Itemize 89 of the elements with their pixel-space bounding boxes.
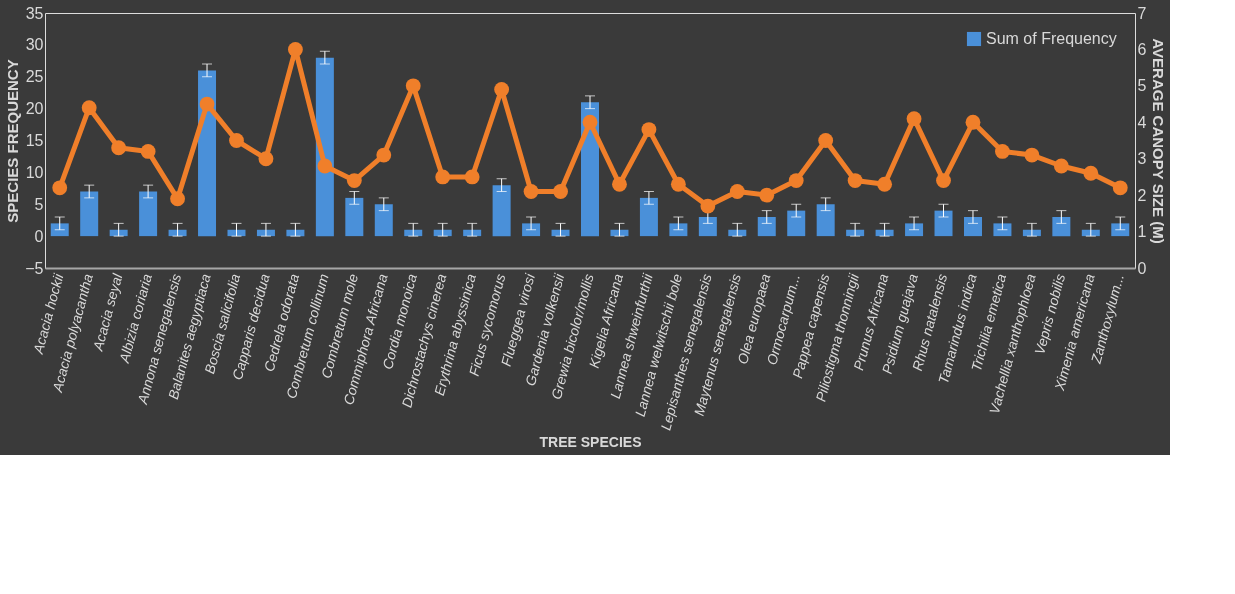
- point: [553, 184, 568, 199]
- point: [582, 114, 598, 130]
- bar: [610, 229, 629, 237]
- point: [877, 176, 893, 192]
- point: [346, 173, 362, 188]
- x-axis-title: TREE SPECIES: [539, 433, 642, 450]
- bar: [522, 223, 541, 237]
- point: [936, 173, 951, 188]
- point: [670, 176, 686, 192]
- bar: [757, 217, 776, 237]
- legend-label: Sum of Frequency: [986, 30, 1117, 47]
- bar: [993, 223, 1012, 237]
- point: [1053, 158, 1069, 174]
- point: [287, 42, 303, 57]
- y2-axis-title: AVERAGE CANOPY SIZE (M): [1150, 38, 1168, 244]
- bar: [875, 229, 894, 237]
- point: [199, 96, 215, 112]
- y-axis-title: SPECIES FREQUENCY: [4, 59, 22, 223]
- point: [1024, 147, 1040, 163]
- y-tick-label: 20: [25, 100, 44, 118]
- bar: [905, 223, 924, 237]
- y-tick-label: 30: [25, 36, 44, 54]
- point: [965, 114, 981, 130]
- point: [494, 82, 510, 97]
- point: [405, 78, 421, 94]
- bar: [168, 229, 187, 237]
- y-tick-label: 10: [25, 163, 44, 181]
- point: [170, 191, 185, 207]
- y-tick-label: 0: [34, 227, 44, 245]
- bar: [639, 197, 658, 237]
- y-tick-label: 35: [25, 4, 44, 22]
- point: [612, 176, 627, 192]
- y2-tick-label: 6: [1137, 40, 1147, 58]
- bar: [50, 223, 69, 237]
- point: [81, 100, 97, 116]
- y2-tick-label: 5: [1137, 77, 1147, 95]
- bar: [80, 191, 99, 237]
- bar: [934, 210, 953, 237]
- y2-tick-label: 4: [1137, 113, 1147, 131]
- bar: [433, 229, 452, 237]
- bar: [669, 223, 688, 237]
- y2-tick-label: 3: [1137, 150, 1147, 168]
- bar: [551, 229, 570, 237]
- point: [847, 173, 863, 188]
- bar: [139, 191, 158, 237]
- point: [376, 147, 392, 163]
- y-tick-label: −5: [25, 259, 44, 277]
- bar: [492, 185, 511, 237]
- y2-tick-label: 1: [1137, 223, 1147, 241]
- point: [1083, 165, 1099, 181]
- point: [818, 133, 834, 148]
- point: [111, 140, 127, 156]
- point: [906, 111, 922, 127]
- bar: [345, 197, 364, 237]
- bar: [698, 217, 717, 237]
- point: [700, 198, 716, 214]
- point: [229, 133, 244, 148]
- bar: [728, 229, 747, 237]
- bar: [787, 210, 806, 237]
- bar: [374, 204, 393, 237]
- point: [729, 184, 745, 199]
- point: [523, 184, 539, 199]
- point: [788, 173, 804, 188]
- point: [464, 169, 480, 185]
- point: [1112, 180, 1128, 196]
- point: [759, 187, 775, 203]
- bar: [816, 204, 835, 237]
- bar: [1052, 217, 1071, 237]
- point: [317, 158, 333, 174]
- point: [258, 151, 274, 167]
- bar: [963, 217, 982, 237]
- point: [995, 144, 1010, 159]
- bar: [404, 229, 423, 237]
- y-tick-label: 5: [34, 195, 44, 213]
- bar: [1111, 223, 1130, 237]
- y-tick-label: 15: [25, 132, 44, 149]
- bar: [286, 229, 305, 237]
- y-tick-label: 25: [25, 68, 44, 86]
- bar: [463, 229, 482, 237]
- bar: [109, 229, 128, 237]
- y2-tick-label: 2: [1137, 186, 1147, 204]
- point: [140, 144, 156, 159]
- point: [435, 169, 451, 185]
- point: [641, 122, 657, 137]
- y2-tick-label: 7: [1137, 4, 1147, 22]
- y2-tick-label: 0: [1137, 259, 1147, 277]
- bar: [227, 229, 246, 237]
- bar: [1081, 229, 1100, 237]
- point: [52, 180, 68, 196]
